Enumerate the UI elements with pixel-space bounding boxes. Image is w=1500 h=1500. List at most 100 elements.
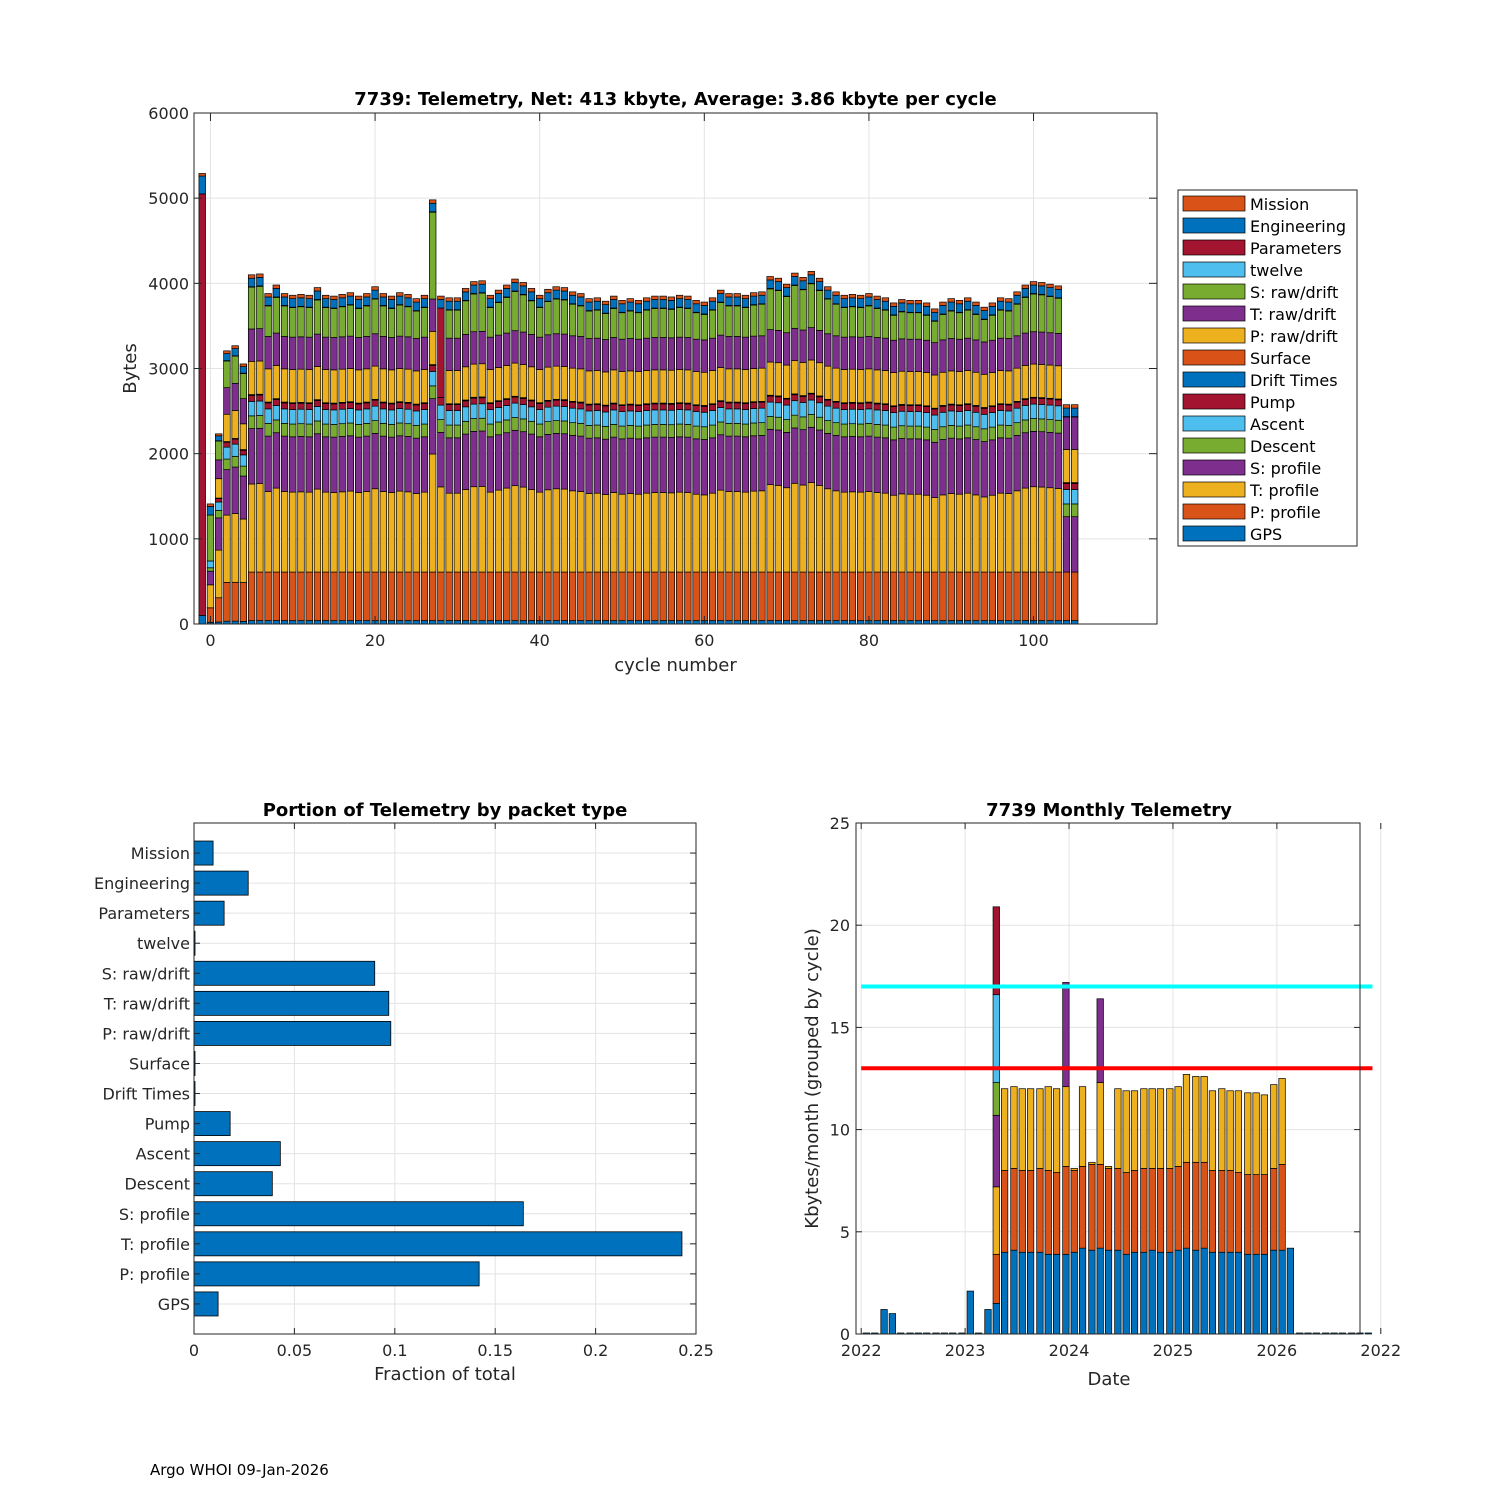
bar-segment	[503, 365, 511, 399]
bar-segment	[799, 620, 807, 625]
bar-segment	[684, 571, 692, 621]
bar-segment	[223, 582, 231, 622]
bar-segment	[964, 424, 972, 439]
bar-segment	[527, 620, 536, 625]
bar-segment	[618, 338, 626, 372]
y-axis-label: Kbytes/month (grouped by cycle)	[802, 928, 823, 1228]
legend-entry: P: profile	[1250, 503, 1321, 522]
bar-segment	[453, 492, 462, 573]
cycle-bar	[708, 297, 717, 625]
bar-segment	[1029, 418, 1038, 432]
x-tick-label: 0.25	[678, 1341, 714, 1360]
bar-segment	[906, 303, 914, 313]
bar-segment	[231, 466, 239, 514]
bar-segment	[560, 299, 569, 335]
bar-segment	[782, 287, 791, 297]
cycle-bar	[939, 301, 947, 625]
bar-segment	[939, 426, 947, 440]
bar-segment	[964, 492, 972, 573]
packet-bar	[193, 1231, 683, 1257]
cycle-bar	[857, 294, 865, 625]
category-label: GPS	[158, 1295, 190, 1314]
cycle-bar	[832, 291, 840, 625]
bar-segment	[313, 571, 322, 621]
cycle-bar	[807, 271, 815, 625]
bar-segment	[330, 436, 338, 493]
bar-segment	[363, 435, 371, 492]
bar-segment	[511, 282, 519, 292]
legend-swatch	[1182, 459, 1246, 476]
bar-segment	[906, 571, 914, 621]
category-label: Pump	[145, 1115, 190, 1134]
bar-segment	[684, 409, 692, 425]
legend-entry: T: profile	[1249, 481, 1319, 500]
cycle-bar	[280, 293, 289, 625]
cycle-bar	[346, 292, 355, 625]
bar-segment	[774, 416, 783, 431]
bar-segment	[601, 339, 610, 373]
bar-segment	[313, 406, 322, 422]
bar-segment	[519, 331, 527, 365]
bar-segment	[610, 403, 618, 411]
bar-segment	[1192, 1161, 1200, 1251]
bar-segment	[659, 369, 667, 404]
bar-segment	[675, 571, 684, 621]
bar-segment	[914, 312, 922, 340]
bar-segment	[898, 620, 906, 625]
bar-segment	[733, 402, 741, 410]
cycle-bar	[461, 288, 470, 625]
bar-segment	[560, 433, 569, 490]
bar-segment	[972, 371, 980, 406]
bar-segment	[1062, 416, 1071, 450]
bar-segment	[519, 282, 527, 287]
bar-segment	[939, 411, 947, 428]
bar-segment	[387, 436, 396, 493]
bar-segment	[914, 425, 922, 440]
bar-segment	[988, 571, 997, 621]
bar-segment	[1078, 1086, 1087, 1167]
bar-segment	[363, 402, 371, 410]
month-bar	[1270, 1084, 1278, 1335]
footer-credit: Argo WHOI 09-Jan-2026	[150, 1461, 329, 1479]
bar-segment	[782, 296, 791, 334]
bar-segment	[733, 296, 741, 306]
bar-segment	[733, 571, 741, 621]
cycle-bar	[503, 284, 511, 625]
bar-segment	[577, 620, 585, 625]
bar-segment	[371, 399, 379, 407]
bar-segment	[223, 446, 231, 460]
category-label: P: profile	[119, 1265, 190, 1284]
bar-segment	[684, 492, 692, 573]
bar-segment	[313, 620, 322, 625]
cycle-bar	[256, 273, 264, 625]
bar-segment	[305, 369, 313, 404]
bar-segment	[610, 620, 618, 625]
bar-segment	[568, 435, 577, 492]
bar-segment	[527, 291, 536, 301]
bar-segment	[412, 370, 420, 405]
legend-swatch	[1182, 503, 1246, 520]
bar-segment	[980, 428, 988, 442]
bar-segment	[947, 298, 955, 303]
bar-segment	[198, 173, 206, 177]
bar-segment	[988, 620, 997, 625]
bar-segment	[865, 296, 873, 306]
bar-segment	[725, 293, 733, 298]
bar-segment	[1071, 503, 1079, 518]
bar-segment	[585, 425, 593, 439]
bar-segment	[544, 292, 552, 302]
legend-entry: S: profile	[1250, 459, 1321, 478]
bar-segment	[486, 307, 494, 338]
bar-segment	[239, 398, 248, 425]
bar-segment	[980, 310, 988, 320]
bar-segment	[379, 620, 387, 625]
bar-segment	[865, 293, 873, 298]
bar-segment	[700, 339, 708, 373]
bar-segment	[741, 620, 750, 625]
bar-segment	[848, 491, 857, 573]
bar-segment	[544, 421, 552, 435]
bar-segment	[239, 449, 248, 456]
bar-segment	[955, 438, 964, 495]
bar-segment	[857, 403, 865, 410]
cycle-bar	[618, 300, 626, 625]
